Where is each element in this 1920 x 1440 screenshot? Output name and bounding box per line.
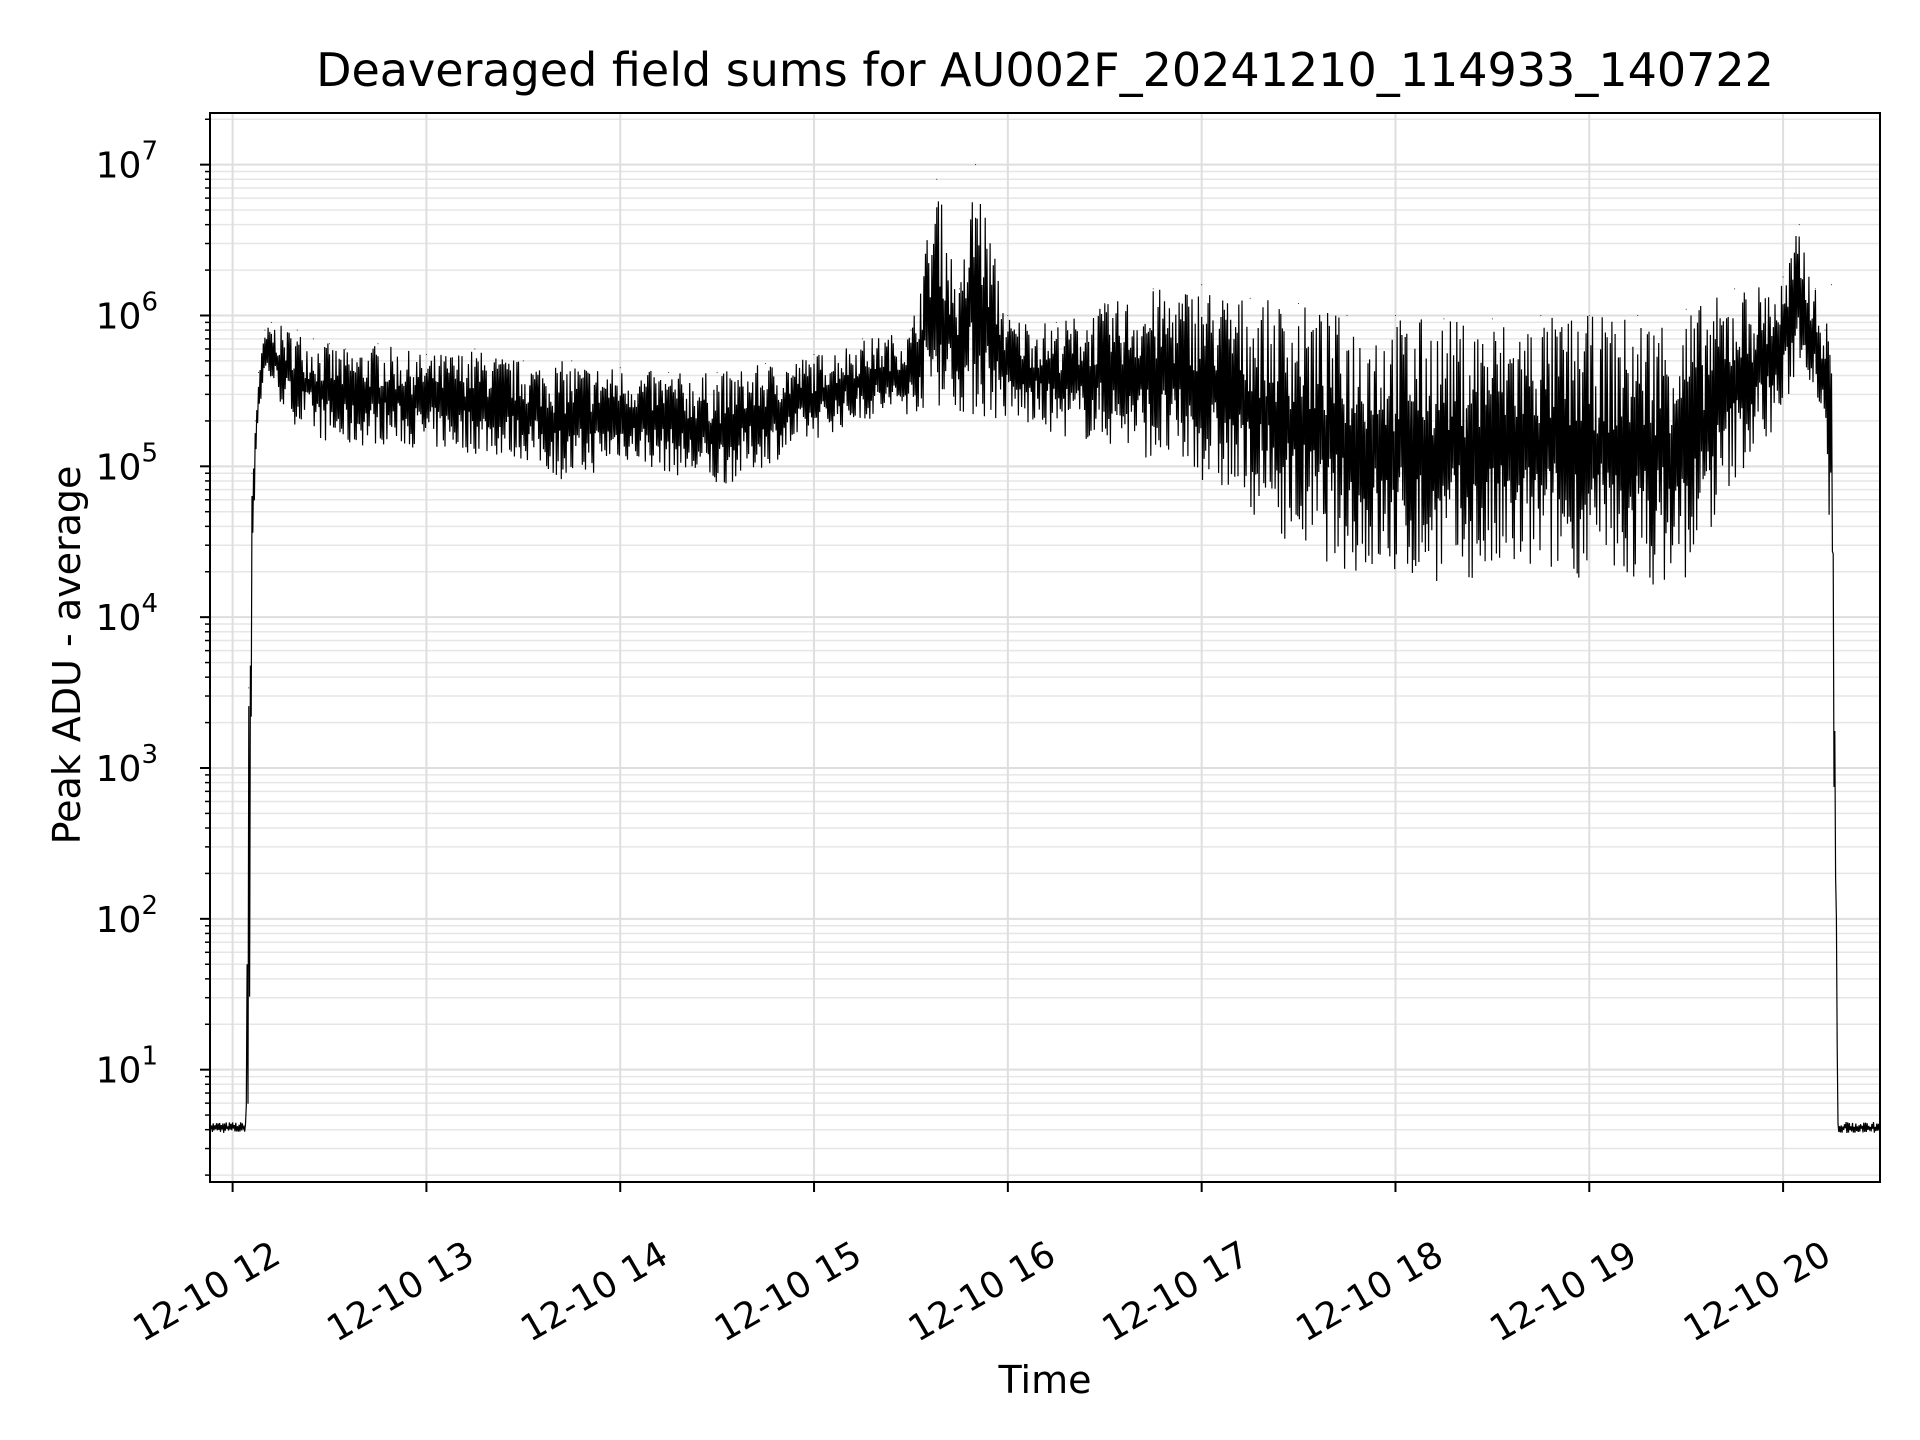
- y-tick-label: 101: [96, 1042, 158, 1092]
- series-peak-point: [1249, 297, 1251, 299]
- series-peak-point: [1824, 329, 1826, 331]
- series-peak-point: [1685, 308, 1687, 310]
- y-axis-label: Peak ADU - average: [45, 466, 89, 845]
- y-tick-label: 105: [96, 438, 158, 488]
- series-peak-point: [765, 363, 767, 365]
- series-peak-point: [1201, 284, 1203, 286]
- series-peak-point: [264, 329, 266, 331]
- series-peak-point: [619, 367, 621, 369]
- series-peak-point: [861, 338, 863, 340]
- series-peak-point: [245, 1121, 247, 1123]
- series-peak-point: [251, 472, 253, 474]
- series-peak-point: [296, 329, 298, 331]
- series-peak-point: [474, 348, 476, 350]
- series-peak-point: [1831, 284, 1833, 286]
- series-peak-point: [1007, 314, 1009, 316]
- series-peak-point: [1104, 303, 1106, 305]
- series-peak-point: [1782, 276, 1784, 278]
- series-peak-point: [1814, 288, 1816, 290]
- y-axis: 101 102 103 104 105 106 107: [96, 118, 210, 1176]
- series-peak-point: [345, 348, 347, 350]
- series-peak-point: [425, 354, 427, 356]
- series-peak-point: [1491, 318, 1493, 320]
- series-peak-point: [1394, 314, 1396, 316]
- series-peak-point: [975, 164, 977, 166]
- series-peak-point: [329, 343, 331, 345]
- series-peak-point: [1637, 314, 1639, 316]
- series-peak-point: [1346, 314, 1348, 316]
- series-peak-point: [1837, 1121, 1839, 1123]
- series-peak-point: [257, 371, 259, 373]
- series-peak-point: [1540, 314, 1542, 316]
- plot-frame: [209, 112, 1881, 1183]
- series-line: [209, 201, 1881, 1133]
- series-peak-point: [270, 321, 272, 323]
- series-peak-point: [312, 338, 314, 340]
- series-peak-point: [813, 354, 815, 356]
- series-peak-point: [522, 360, 524, 362]
- x-axis-label: Time: [998, 1358, 1092, 1402]
- series-peak-point: [1443, 318, 1445, 320]
- series-peak-point: [280, 325, 282, 327]
- major-grid: [210, 113, 1880, 1182]
- series-peak-point: [254, 420, 256, 422]
- series-peak-point: [1798, 224, 1800, 226]
- series-peak-point: [1152, 288, 1154, 290]
- y-tick-label: 106: [96, 287, 158, 337]
- series-peak-point: [248, 687, 250, 689]
- series-peak-point: [958, 288, 960, 290]
- y-tick-label: 104: [96, 589, 158, 639]
- series-peak-point: [716, 371, 718, 373]
- series-peak-point: [377, 343, 379, 345]
- series-peak-point: [936, 178, 938, 180]
- y-tick-label: 102: [96, 891, 158, 941]
- y-tick-label: 107: [96, 137, 158, 187]
- series-peak-point: [571, 360, 573, 362]
- series-peak-point: [1055, 321, 1057, 323]
- series-peak-point: [668, 371, 670, 373]
- series-peak-point: [1588, 314, 1590, 316]
- y-tick-label: 103: [96, 740, 158, 790]
- series-peak-point: [1298, 303, 1300, 305]
- series-peak-point: [1734, 288, 1736, 290]
- chart-title: Deaveraged field sums for AU002F_2024121…: [316, 43, 1774, 97]
- series-peak-point: [910, 329, 912, 331]
